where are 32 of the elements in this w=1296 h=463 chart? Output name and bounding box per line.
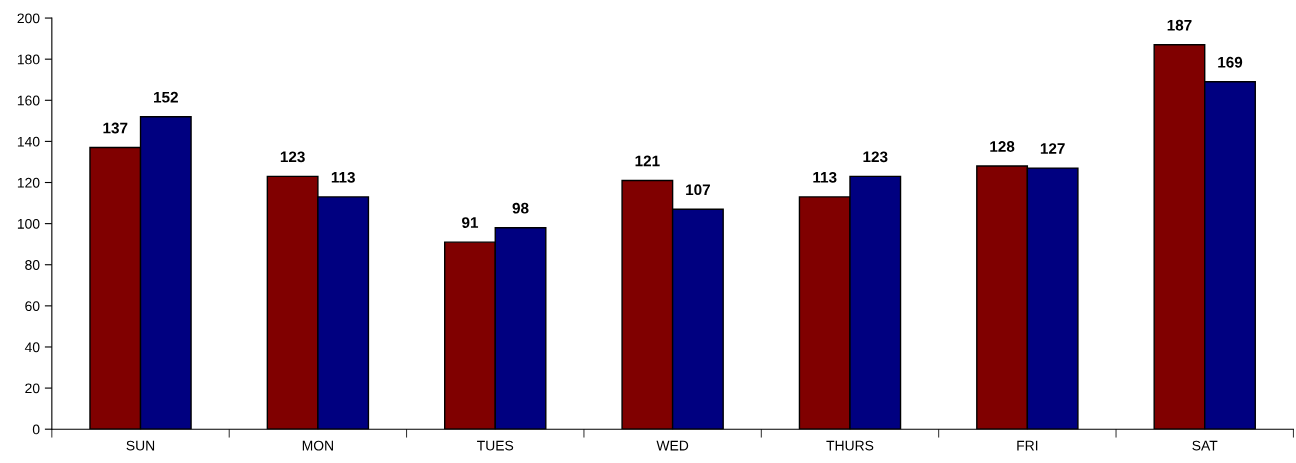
y-tick-label: 200 (17, 13, 40, 24)
data-label: 121 (635, 155, 660, 167)
x-tick-label: FRI (1017, 440, 1038, 451)
y-tick-label: 20 (25, 383, 40, 394)
y-tick-label: 60 (25, 301, 40, 312)
data-label: 127 (1040, 143, 1065, 154)
y-tick-label: 80 (25, 260, 40, 270)
data-label: 91 (462, 217, 479, 228)
data-label: 169 (1218, 56, 1243, 68)
y-tick-label: 0 (32, 424, 40, 435)
data-label: 152 (154, 91, 178, 103)
x-tick-label: MON (302, 440, 333, 451)
data-label: 113 (331, 171, 355, 183)
data-label: 187 (1167, 19, 1192, 31)
data-label: 123 (863, 151, 888, 163)
y-tick-label: 120 (17, 177, 40, 188)
data-label: 128 (990, 141, 1015, 152)
y-tick-label: 140 (17, 136, 40, 147)
y-tick-label: 180 (17, 54, 40, 65)
data-label: 113 (813, 171, 837, 183)
x-tick-label: TUES (477, 440, 514, 451)
y-tick-label: 40 (24, 342, 40, 353)
x-tick-label: WED (656, 440, 689, 451)
y-tick-label: 100 (17, 218, 40, 229)
x-tick-label: SUN (126, 440, 155, 451)
x-tick-label: THURS (826, 440, 874, 451)
x-tick-label: SAT (1192, 440, 1218, 451)
data-label: 137 (103, 122, 128, 134)
data-label: 107 (686, 184, 710, 196)
data-label: 98 (512, 202, 529, 214)
data-label: 123 (280, 151, 305, 163)
y-tick-label: 160 (17, 95, 40, 106)
